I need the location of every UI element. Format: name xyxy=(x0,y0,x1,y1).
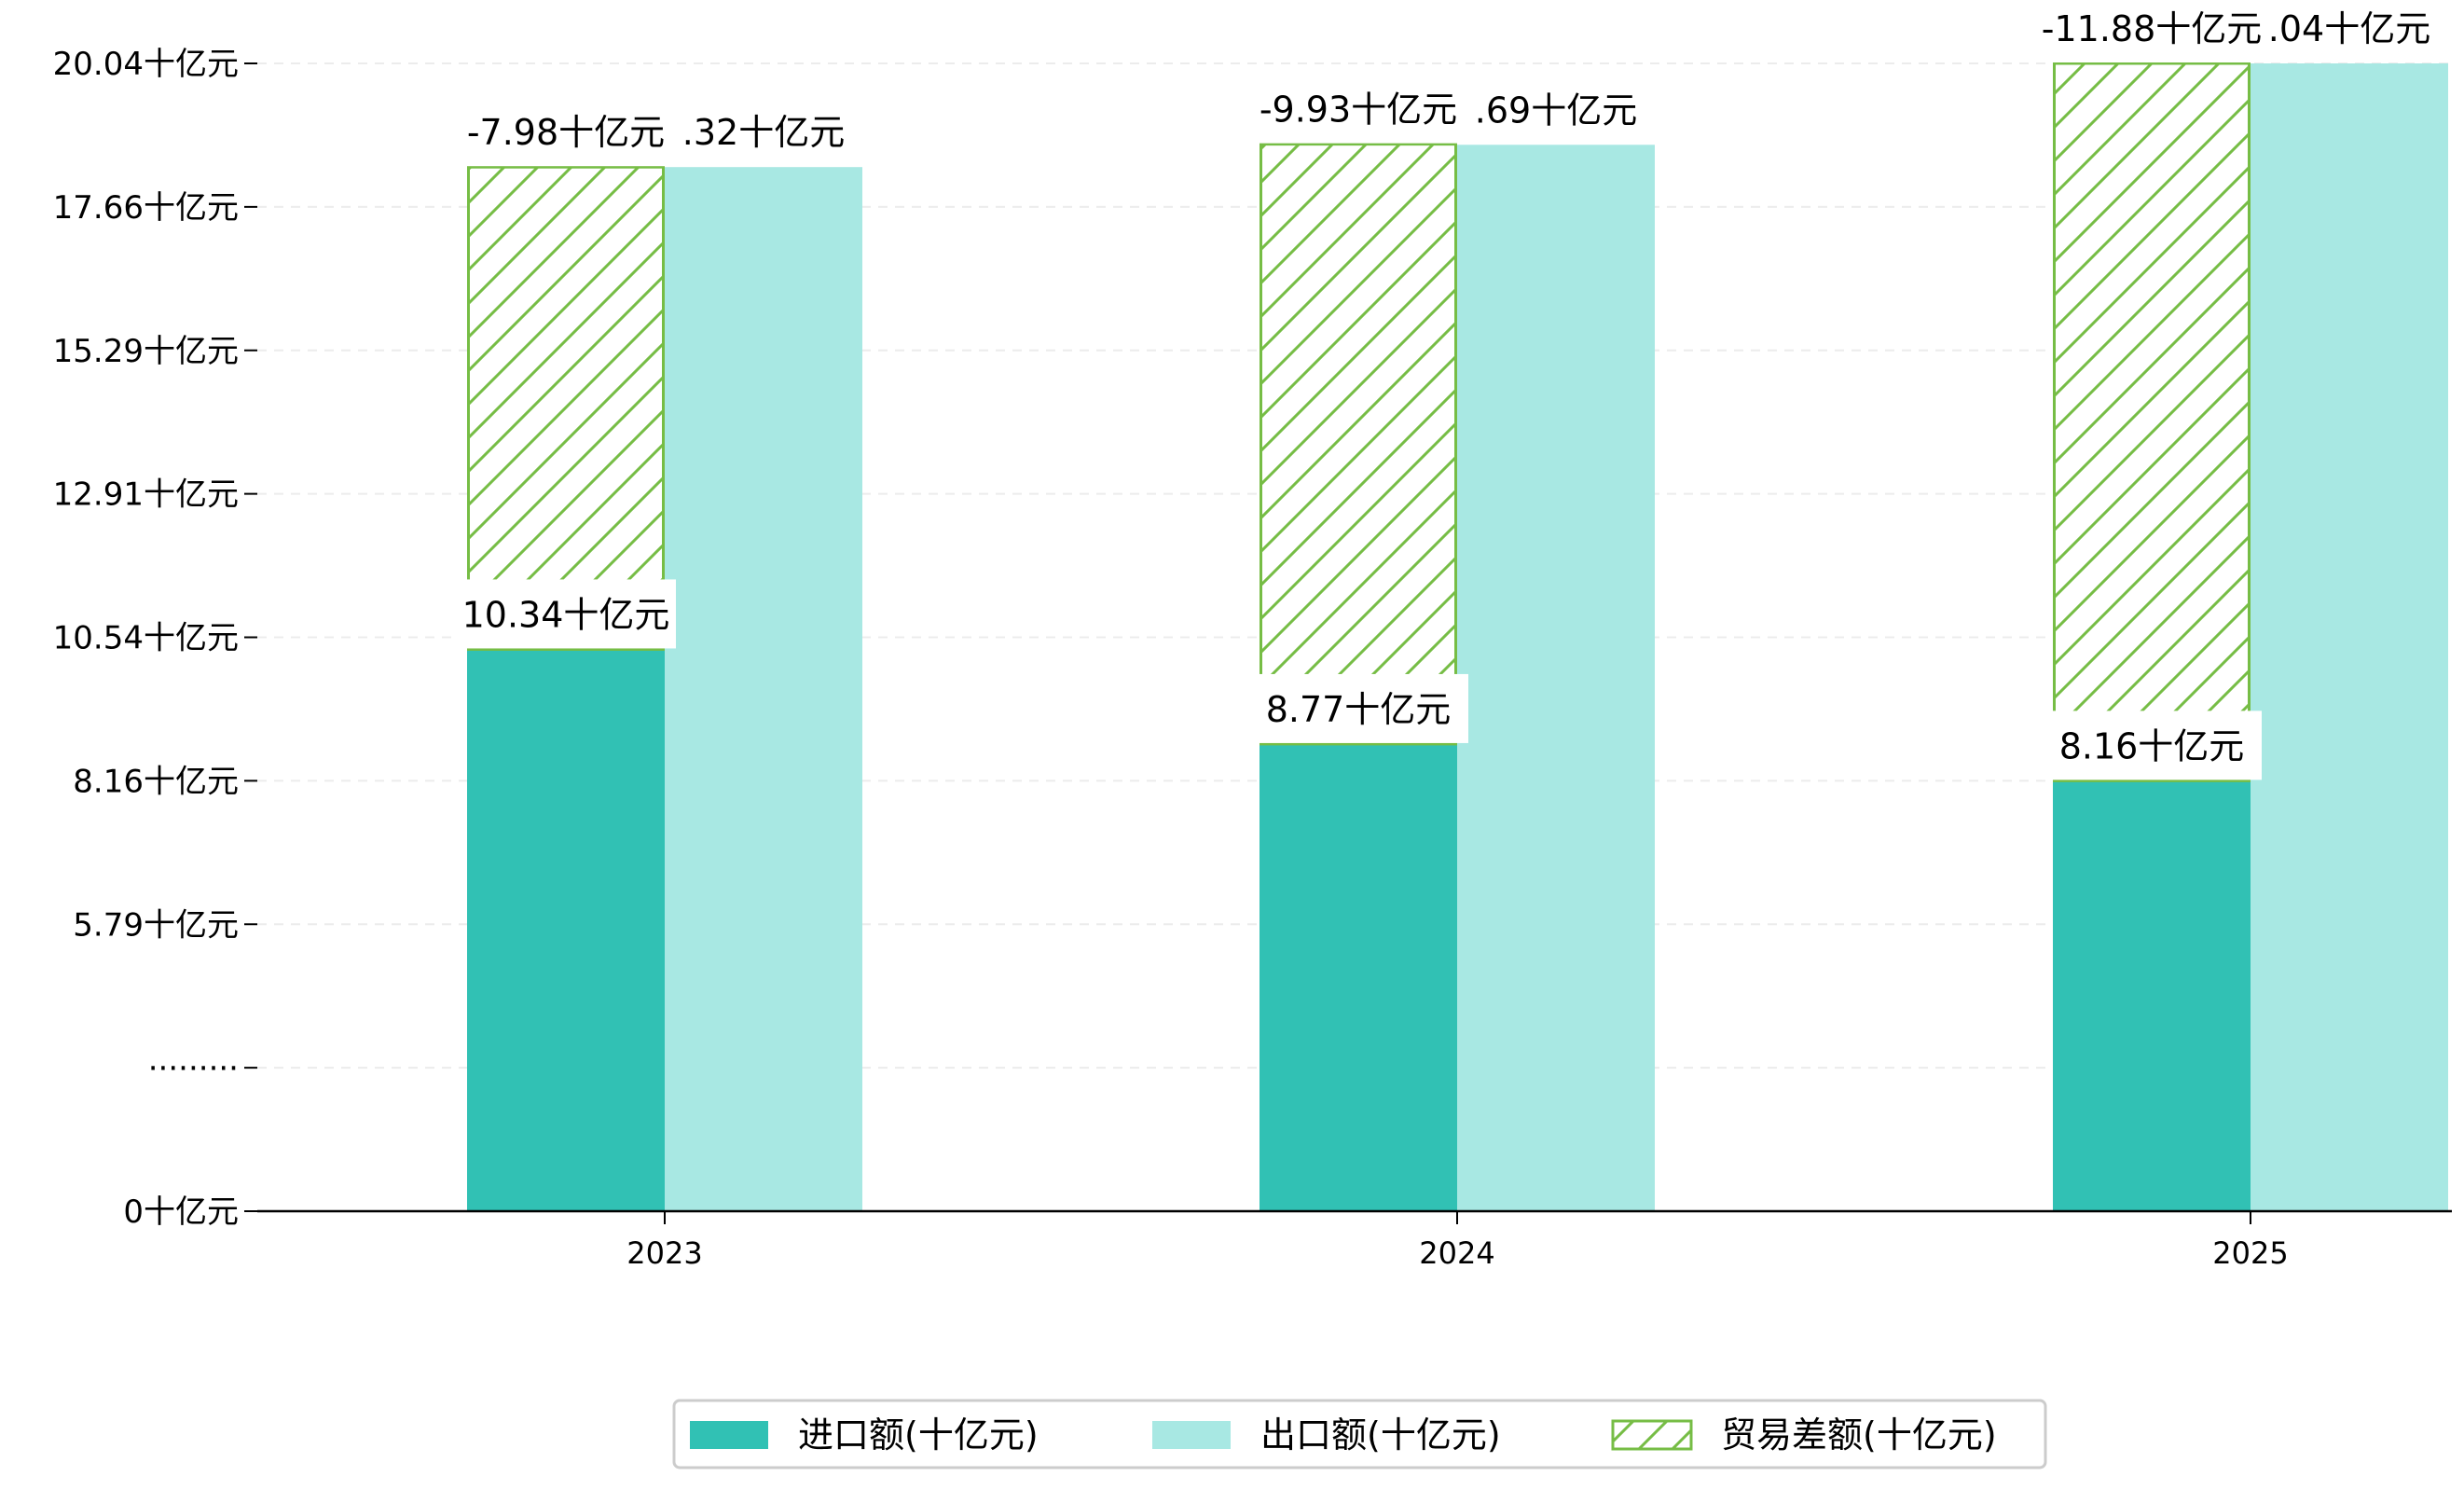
bar-trade-balance xyxy=(467,165,665,651)
legend: 进口额(十亿元) 出口额(十亿元) 贸易差额(十亿元) xyxy=(672,1399,2047,1469)
bar-trade-balance xyxy=(1260,143,1457,746)
bar-import xyxy=(1260,743,1457,1211)
legend-import-label: 进口额(十亿元) xyxy=(798,1414,1039,1456)
label-import: 8.77十亿元 xyxy=(1266,689,1452,730)
bar-trade-balance xyxy=(2053,62,2251,782)
bars xyxy=(467,62,2448,1212)
label-import-box xyxy=(2042,711,2262,780)
label-trade-balance: -7.98十亿元 xyxy=(467,112,665,153)
y-tick-label: 12.91十亿元 xyxy=(53,476,239,514)
label-import-box xyxy=(456,579,676,649)
bar-export xyxy=(1457,145,1655,1212)
label-import-box xyxy=(1248,673,1468,743)
data-labels: 10.34十亿元 -7.98十亿元 .32十亿元 8.77十亿元 -9.93十亿元 .69… xyxy=(453,0,2437,780)
x-tick-label: 2023 xyxy=(626,1235,702,1271)
label-export: .32十亿元 xyxy=(682,112,845,153)
y-tick-label: 0十亿元 xyxy=(123,1193,239,1231)
label-export: .04十亿元 xyxy=(2268,8,2430,49)
legend-export-label: 出口额(十亿元) xyxy=(1260,1414,1501,1456)
legend-box xyxy=(672,1399,2047,1469)
label-import: 10.34十亿元 xyxy=(462,594,670,635)
legend-trade-balance-label: 贸易差额(十亿元) xyxy=(1721,1414,1997,1456)
legend-export-swatch xyxy=(1152,1421,1231,1449)
label-export-box xyxy=(1468,75,1644,145)
x-tick-label: 2025 xyxy=(2212,1235,2288,1271)
label-import: 8.16十亿元 xyxy=(2059,725,2245,766)
label-trade-balance-box xyxy=(1246,74,1471,144)
axes: 0十亿元 ········· 5.79十亿元 8.16十亿元 10.54十亿元 12.91… xyxy=(53,46,2452,1271)
label-export: .69十亿元 xyxy=(1475,90,1637,131)
bar-export xyxy=(665,167,862,1212)
y-tick-label: 15.29十亿元 xyxy=(53,333,239,370)
label-trade-balance: -11.88十亿元 xyxy=(2042,8,2263,49)
bar-import xyxy=(467,649,665,1211)
legend-trade-balance-swatch xyxy=(1611,1419,1693,1451)
y-tick-label: 8.16十亿元 xyxy=(73,763,239,800)
bar-import xyxy=(2053,780,2251,1211)
y-tick-label: ········· xyxy=(148,1050,239,1087)
label-export-box xyxy=(676,97,851,167)
label-trade-balance: -9.93十亿元 xyxy=(1260,90,1457,131)
y-tick-label: 5.79十亿元 xyxy=(73,906,239,944)
x-tick-label: 2024 xyxy=(1419,1235,1494,1271)
y-tick-label: 20.04十亿元 xyxy=(53,46,239,83)
legend-import-swatch xyxy=(690,1421,768,1449)
label-export-box xyxy=(2262,0,2437,62)
label-trade-balance-box xyxy=(2032,0,2271,62)
bar-export xyxy=(2251,63,2448,1211)
y-tick-label: 10.54十亿元 xyxy=(53,620,239,657)
y-tick-label: 17.66十亿元 xyxy=(53,189,239,227)
label-trade-balance-box xyxy=(453,97,679,167)
